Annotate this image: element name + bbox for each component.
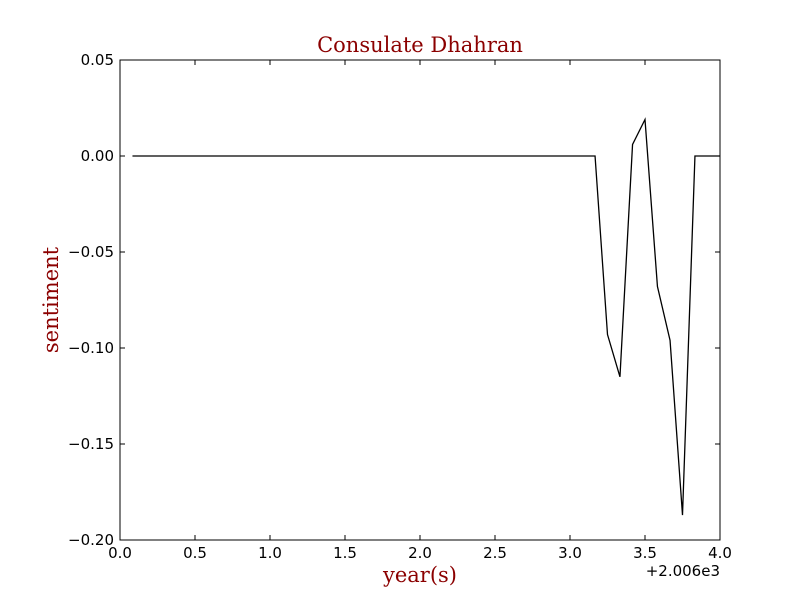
y-axis-label: sentiment bbox=[39, 246, 63, 353]
x-axis-label: year(s) bbox=[382, 563, 457, 587]
x-tick-label: 1.5 bbox=[333, 544, 357, 562]
x-tick-label: 0.0 bbox=[108, 544, 132, 562]
chart-title: Consulate Dhahran bbox=[317, 33, 523, 57]
y-tick-label: −0.05 bbox=[68, 243, 114, 261]
x-axis-offset-label: +2.006e3 bbox=[646, 562, 720, 580]
y-tick-label: −0.20 bbox=[68, 531, 114, 549]
y-tick-label: −0.15 bbox=[68, 435, 114, 453]
y-tick-label: 0.05 bbox=[81, 51, 114, 69]
plot-layer bbox=[132, 117, 720, 516]
x-tick-label: 4.0 bbox=[708, 544, 732, 562]
x-tick-label: 2.5 bbox=[483, 544, 507, 562]
x-tick-label: 3.0 bbox=[558, 544, 582, 562]
series-line-0 bbox=[132, 117, 720, 516]
x-tick-label: 2.0 bbox=[408, 544, 432, 562]
x-tick-label: 3.5 bbox=[633, 544, 657, 562]
x-tick-label: 1.0 bbox=[258, 544, 282, 562]
y-tick-label: 0.00 bbox=[81, 147, 114, 165]
x-tick-label: 0.5 bbox=[183, 544, 207, 562]
axes-frame bbox=[119, 59, 721, 541]
y-tick-label: −0.10 bbox=[68, 339, 114, 357]
tick-layer: 0.0 0.5 1.0 1.5 2.0 2.5 3.0 3.5 4.0 0.05 0.00 −0.05… bbox=[68, 51, 732, 562]
